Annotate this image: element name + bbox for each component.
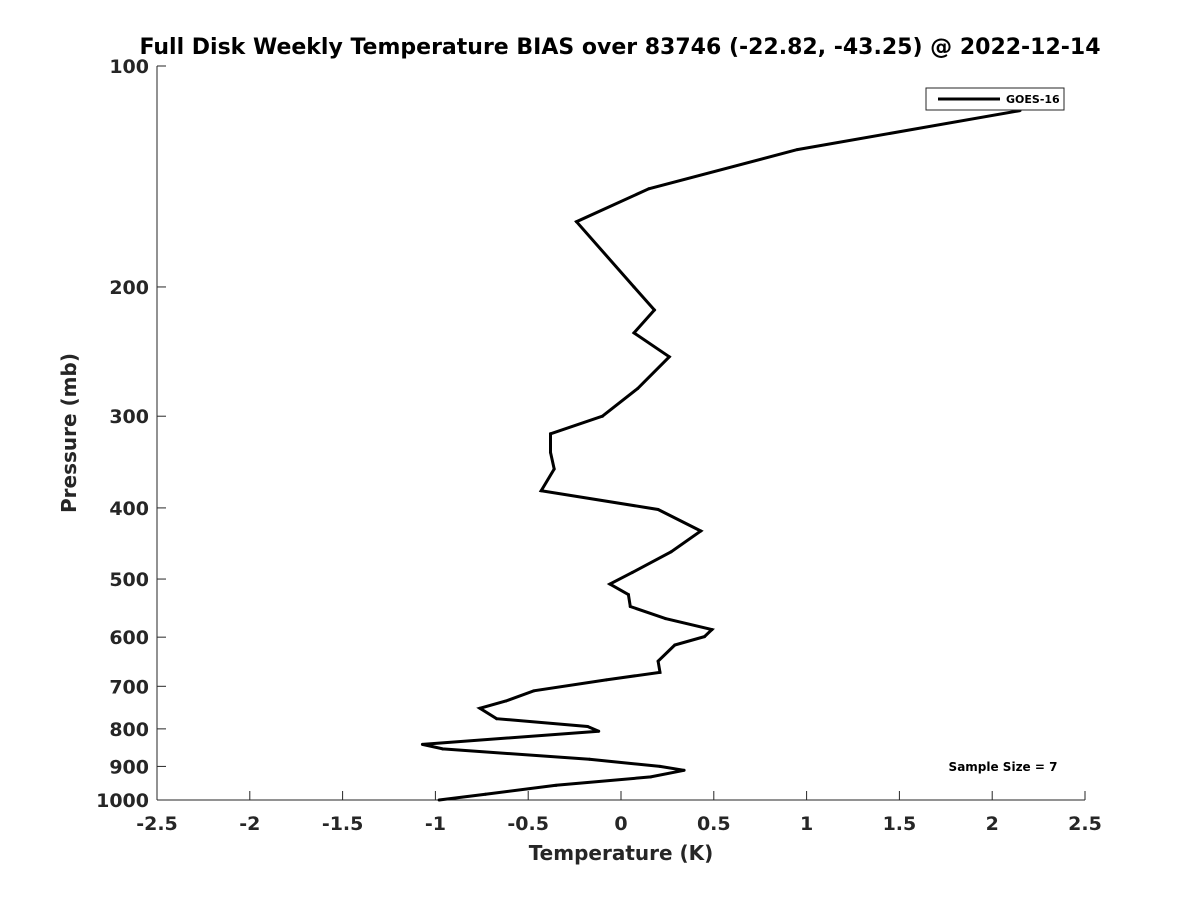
data-point (495, 717, 499, 721)
data-point (667, 355, 671, 359)
x-tick-label: 1 (800, 813, 813, 835)
data-point (484, 792, 488, 796)
x-tick-label: 1.5 (883, 813, 917, 835)
data-point (586, 724, 590, 728)
x-tick-label: -2.5 (136, 813, 178, 835)
x-tick-label: 2 (986, 813, 999, 835)
data-point (597, 729, 601, 733)
data-point (539, 489, 543, 493)
data-point (437, 798, 441, 802)
data-point (703, 635, 707, 639)
x-axis-label: Temperature (K) (529, 841, 714, 865)
y-tick-label: 400 (109, 498, 149, 520)
x-tick-label: 2.5 (1068, 813, 1102, 835)
data-point (682, 768, 686, 772)
data-point (441, 747, 445, 751)
y-tick-label: 700 (109, 676, 149, 698)
data-point (664, 617, 668, 621)
x-tick-label: 0.5 (697, 813, 731, 835)
data-point (626, 593, 630, 597)
y-tick-label: 600 (109, 627, 149, 649)
y-tick-label: 300 (109, 406, 149, 428)
data-point (608, 582, 612, 586)
y-tick-label: 100 (109, 56, 149, 78)
y-tick-label: 800 (109, 719, 149, 741)
data-point (795, 148, 799, 152)
data-point (652, 308, 656, 312)
x-tick-label: 0 (614, 813, 627, 835)
data-point (630, 571, 634, 575)
data-point (699, 529, 703, 533)
chart-title: Full Disk Weekly Temperature BIAS over 8… (139, 35, 1100, 60)
data-point (587, 757, 591, 761)
data-point (574, 220, 578, 224)
data-point (656, 659, 660, 663)
x-axis-ticks: -2.5 -2 -1.5 -1 -0.5 0 0.5 1 1.5 2 2.5 (136, 791, 1102, 835)
data-point (532, 689, 536, 693)
data-point (632, 331, 636, 335)
data-point (552, 467, 556, 471)
sample-size-annotation: Sample Size = 7 (949, 760, 1058, 774)
y-tick-label: 500 (109, 569, 149, 591)
y-tick-label: 900 (109, 756, 149, 778)
data-point (628, 605, 632, 609)
data-point (673, 643, 677, 647)
data-point (632, 285, 636, 289)
data-point (649, 775, 653, 779)
data-point (420, 742, 424, 746)
data-point (554, 783, 558, 787)
data-point (656, 508, 660, 512)
y-axis-label: Pressure (mb) (57, 353, 81, 513)
data-point (604, 678, 608, 682)
data-point (658, 670, 662, 674)
x-tick-label: -2 (239, 813, 260, 835)
data-point (600, 414, 604, 418)
data-point (636, 386, 640, 390)
x-tick-label: -1 (425, 813, 446, 835)
data-point (658, 764, 662, 768)
y-tick-label: 200 (109, 277, 149, 299)
data-point (647, 187, 651, 191)
series-layer (420, 109, 1022, 802)
legend-label-goes-16: GOES-16 (1006, 93, 1060, 106)
data-point (548, 450, 552, 454)
y-tick-label: 1000 (96, 790, 149, 812)
series-line-goes-16 (422, 109, 1021, 802)
data-point (548, 432, 552, 436)
data-point (669, 550, 673, 554)
data-point (710, 628, 714, 632)
x-tick-label: -1.5 (322, 813, 364, 835)
data-point (504, 699, 508, 703)
plot-axes (156, 66, 1085, 801)
y-axis-ticks: 100 200 300 400 500 600 700 800 900 1000 (96, 56, 166, 812)
legend: GOES-16 (925, 87, 1065, 111)
x-tick-label: -0.5 (507, 813, 549, 835)
data-point (478, 706, 482, 710)
